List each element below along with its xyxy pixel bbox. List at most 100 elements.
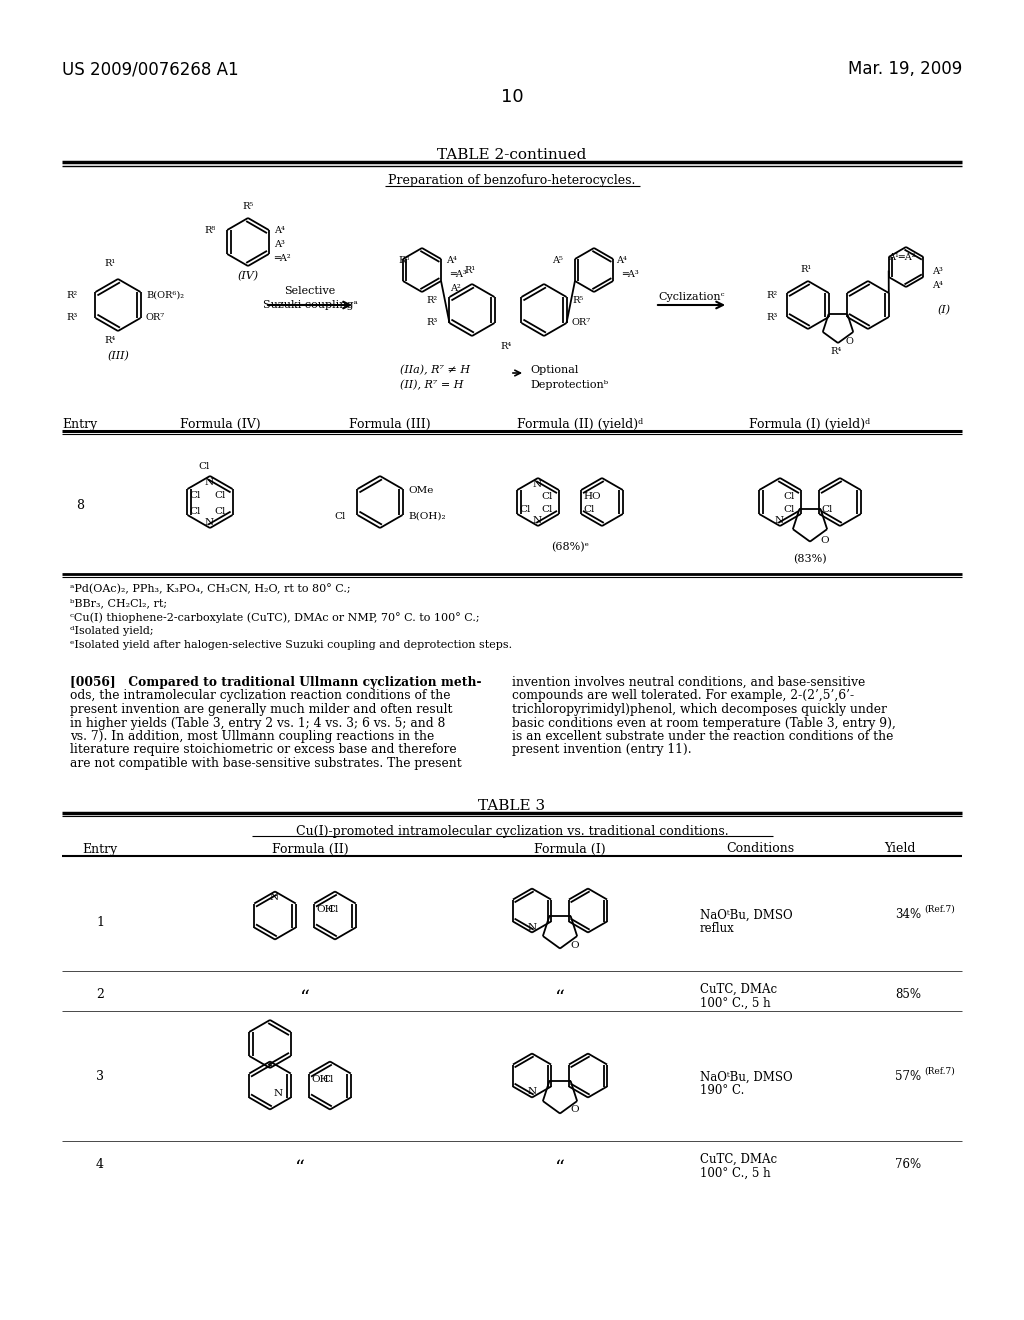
- Text: Formula (II) (yield)ᵈ: Formula (II) (yield)ᵈ: [517, 418, 643, 432]
- Text: 2: 2: [96, 989, 104, 1002]
- Text: 8: 8: [76, 499, 84, 512]
- Text: Cl: Cl: [189, 491, 201, 500]
- Text: are not compatible with base-sensitive substrates. The present: are not compatible with base-sensitive s…: [70, 756, 462, 770]
- Text: A⁴: A⁴: [446, 256, 457, 265]
- Text: 100° C., 5 h: 100° C., 5 h: [700, 997, 771, 1010]
- Text: CuTC, DMAc: CuTC, DMAc: [700, 982, 777, 995]
- Text: ═A²: ═A²: [274, 253, 291, 263]
- Text: O: O: [570, 940, 579, 949]
- Text: B(OH)₂: B(OH)₂: [408, 512, 445, 521]
- Text: A⁴: A⁴: [616, 256, 627, 265]
- Text: B(OR⁶)₂: B(OR⁶)₂: [146, 290, 184, 300]
- Text: Cyclizationᶜ: Cyclizationᶜ: [658, 292, 725, 302]
- Text: is an excellent substrate under the reaction conditions of the: is an excellent substrate under the reac…: [512, 730, 893, 743]
- Text: 1: 1: [96, 916, 104, 928]
- Text: (68%)ᵉ: (68%)ᵉ: [551, 543, 589, 552]
- Text: Cl: Cl: [322, 1076, 334, 1085]
- Text: Optional: Optional: [530, 366, 579, 375]
- Text: ═A³: ═A³: [622, 271, 639, 279]
- Text: N: N: [528, 1088, 538, 1097]
- Text: NaOᵗBu, DMSO: NaOᵗBu, DMSO: [700, 908, 793, 921]
- Text: ᶜCu(I) thiophene-2-carboxylate (CuTC), DMAc or NMP, 70° C. to 100° C.;: ᶜCu(I) thiophene-2-carboxylate (CuTC), D…: [70, 612, 479, 623]
- Text: compounds are well tolerated. For example, 2-(2’,5’,6’-: compounds are well tolerated. For exampl…: [512, 689, 854, 702]
- Text: R⁵: R⁵: [572, 296, 584, 305]
- Text: N: N: [273, 1089, 283, 1098]
- Text: R¹: R¹: [800, 265, 811, 275]
- Text: (83%): (83%): [794, 554, 826, 565]
- Text: Cl: Cl: [542, 506, 553, 513]
- Text: invention involves neutral conditions, and base-sensitive: invention involves neutral conditions, a…: [512, 676, 865, 689]
- Text: ᵇBBr₃, CH₂Cl₂, rt;: ᵇBBr₃, CH₂Cl₂, rt;: [70, 598, 167, 609]
- Text: reflux: reflux: [700, 923, 735, 936]
- Text: (III): (III): [108, 351, 129, 362]
- Text: Cl: Cl: [189, 507, 201, 516]
- Text: ᵉIsolated yield after halogen-selective Suzuki coupling and deprotection steps.: ᵉIsolated yield after halogen-selective …: [70, 640, 512, 649]
- Text: R²: R²: [766, 290, 777, 300]
- Text: present invention (entry 11).: present invention (entry 11).: [512, 743, 691, 756]
- Text: A³: A³: [932, 267, 943, 276]
- Text: 4: 4: [96, 1159, 104, 1172]
- Text: A²: A²: [450, 284, 461, 293]
- Text: 34%: 34%: [895, 908, 922, 921]
- Text: 57%: 57%: [895, 1071, 922, 1084]
- Text: (II), R⁷ = H: (II), R⁷ = H: [400, 380, 464, 391]
- Text: N: N: [205, 517, 214, 527]
- Text: ods, the intramolecular cyclization reaction conditions of the: ods, the intramolecular cyclization reac…: [70, 689, 451, 702]
- Text: OR⁷: OR⁷: [572, 318, 591, 327]
- Text: [0056]   Compared to traditional Ullmann cyclization meth-: [0056] Compared to traditional Ullmann c…: [70, 676, 481, 689]
- Text: Cu(I)-promoted intramolecular cyclization vs. traditional conditions.: Cu(I)-promoted intramolecular cyclizatio…: [296, 825, 728, 837]
- Text: “: “: [555, 989, 565, 1006]
- Text: A⁴: A⁴: [932, 281, 943, 290]
- Text: ᵈIsolated yield;: ᵈIsolated yield;: [70, 626, 154, 636]
- Text: ═A³: ═A³: [450, 271, 467, 279]
- Text: Deprotectionᵇ: Deprotectionᵇ: [530, 380, 608, 389]
- Text: OR⁷: OR⁷: [146, 313, 165, 322]
- Text: “: “: [300, 989, 310, 1006]
- Text: (IIa), R⁷ ≠ H: (IIa), R⁷ ≠ H: [400, 366, 470, 375]
- Text: Cl: Cl: [327, 906, 338, 915]
- Text: R³: R³: [766, 313, 777, 322]
- Text: vs. 7). In addition, most Ullmann coupling reactions in the: vs. 7). In addition, most Ullmann coupli…: [70, 730, 434, 743]
- Text: Cl: Cl: [214, 507, 226, 516]
- Text: N: N: [205, 478, 214, 487]
- Text: OH: OH: [316, 906, 334, 915]
- Text: Entry: Entry: [62, 418, 97, 432]
- Text: (I): (I): [938, 305, 951, 315]
- Text: ᵃPd(OAc)₂, PPh₃, K₃PO₄, CH₃CN, H₂O, rt to 80° C.;: ᵃPd(OAc)₂, PPh₃, K₃PO₄, CH₃CN, H₂O, rt t…: [70, 583, 350, 594]
- Text: R⁴: R⁴: [104, 337, 116, 345]
- Text: TABLE 3: TABLE 3: [478, 799, 546, 813]
- Text: Formula (IV): Formula (IV): [179, 418, 260, 432]
- Text: O: O: [846, 337, 854, 346]
- Text: 100° C., 5 h: 100° C., 5 h: [700, 1167, 771, 1180]
- Text: US 2009/0076268 A1: US 2009/0076268 A1: [62, 59, 239, 78]
- Text: Formula (I) (yield)ᵈ: Formula (I) (yield)ᵈ: [750, 418, 870, 432]
- Text: Formula (II): Formula (II): [271, 842, 348, 855]
- Text: (IV): (IV): [238, 271, 259, 281]
- Text: “: “: [295, 1159, 305, 1176]
- Text: N: N: [528, 923, 538, 932]
- Text: O: O: [820, 536, 828, 545]
- Text: CuTC, DMAc: CuTC, DMAc: [700, 1152, 777, 1166]
- Text: Cl: Cl: [584, 506, 595, 513]
- Text: Yield: Yield: [885, 842, 915, 855]
- Text: HO: HO: [584, 492, 601, 502]
- Text: 10: 10: [501, 88, 523, 106]
- Text: in higher yields (Table 3, entry 2 vs. 1; 4 vs. 3; 6 vs. 5; and 8: in higher yields (Table 3, entry 2 vs. 1…: [70, 717, 445, 730]
- Text: 3: 3: [96, 1071, 104, 1084]
- Text: 190° C.: 190° C.: [700, 1085, 744, 1097]
- Text: R³: R³: [66, 313, 77, 322]
- Text: trichloropyrimidyl)phenol, which decomposes quickly under: trichloropyrimidyl)phenol, which decompo…: [512, 704, 887, 715]
- Text: Conditions: Conditions: [726, 842, 794, 855]
- Text: A³: A³: [274, 240, 285, 249]
- Text: R⁵: R⁵: [242, 202, 253, 211]
- Text: Suzuki couplingᵃ: Suzuki couplingᵃ: [262, 300, 357, 310]
- Text: literature require stoichiometric or excess base and therefore: literature require stoichiometric or exc…: [70, 743, 457, 756]
- Text: Cl: Cl: [334, 512, 345, 521]
- Text: Cl: Cl: [542, 492, 553, 502]
- Text: “: “: [555, 1159, 565, 1176]
- Text: N: N: [775, 516, 784, 525]
- Text: Cl: Cl: [519, 506, 530, 513]
- Text: Cl: Cl: [821, 506, 833, 513]
- Text: basic conditions even at room temperature (Table 3, entry 9),: basic conditions even at room temperatur…: [512, 717, 896, 730]
- Text: TABLE 2-continued: TABLE 2-continued: [437, 148, 587, 162]
